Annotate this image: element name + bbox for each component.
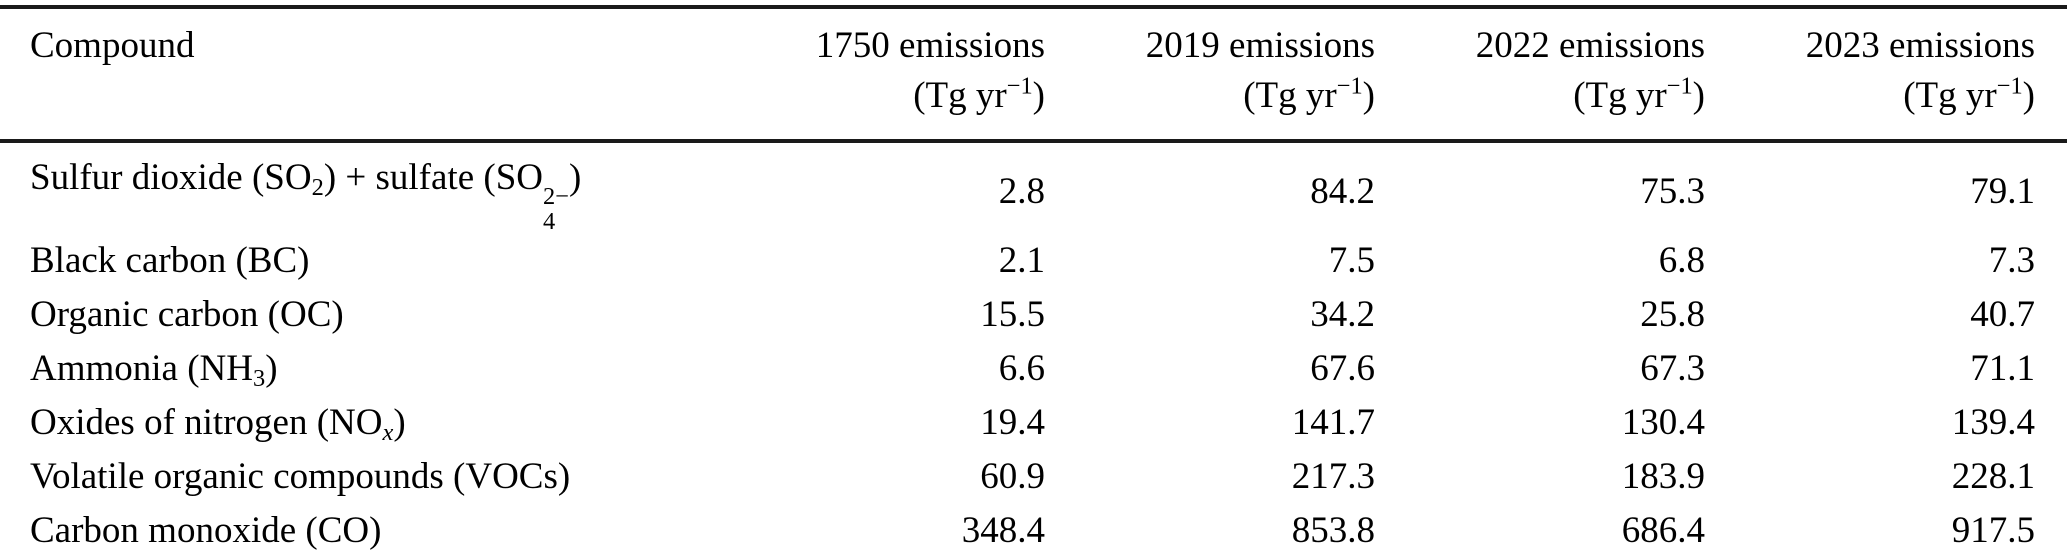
compound-name: Ammonia (NH3) [30,347,278,393]
compound-cell: Carbon monoxide (CO) [0,504,715,556]
compound-name: Organic carbon (OC) [30,293,344,335]
compound-cell: Oxides of nitrogen (NOx) [0,396,715,450]
unit-exponent: −1 [1336,72,1363,100]
value-cell: 348.4 [961,509,1045,551]
table-row: Organic carbon (OC) 15.5 34.2 25.8 40.7 [0,288,2067,342]
value-cell: 71.1 [1970,347,2035,389]
column-unit: (Tg yr−1) [1903,72,2035,116]
value-cell: 853.8 [1291,509,1375,551]
table-body: Sulfur dioxide (SO2) + sulfate (SO 2− 4) 2… [0,141,2067,556]
compound-cell: Volatile organic compounds (VOCs) [0,450,715,504]
emissions-table: Compound 1750 emissions (Tg yr−1) 2019 e… [0,5,2067,556]
value-cell: 67.6 [1310,347,1375,389]
table-row: Oxides of nitrogen (NOx) 19.4 141.7 130.… [0,396,2067,450]
value-cell: 139.4 [1951,401,2035,443]
value-cell: 67.3 [1640,347,1705,389]
value-cell: 79.1 [1970,171,2035,213]
compound-name: Sulfur dioxide (SO2) + sulfate (SO 2− 4) [30,157,582,235]
compound-cell: Organic carbon (OC) [0,288,715,342]
table-row: Volatile organic compounds (VOCs) 60.9 2… [0,450,2067,504]
value-cell: 7.5 [1328,239,1375,281]
value-cell: 75.3 [1640,171,1705,213]
compound-header-label: Compound [30,25,195,66]
column-header-2023-emissions: 2023 emissions (Tg yr−1) [1705,7,2067,141]
chem-subscript: 3 [253,365,266,393]
unit-exponent: −1 [1666,72,1693,100]
compound-name: Volatile organic compounds (VOCs) [30,455,571,497]
unit-exponent: −1 [1006,72,1033,100]
column-header-2019-emissions: 2019 emissions (Tg yr−1) [1045,7,1375,141]
value-cell: 183.9 [1621,455,1705,497]
compound-name: Oxides of nitrogen (NOx) [30,401,406,447]
column-unit: (Tg yr−1) [1573,72,1705,116]
value-cell: 2.1 [998,239,1045,281]
unit-exponent: −1 [1996,72,2023,100]
table-row: Ammonia (NH3) 6.6 67.6 67.3 71.1 [0,342,2067,396]
compound-name: Carbon monoxide (CO) [30,509,382,551]
value-cell: 25.8 [1640,293,1705,335]
table-row: Sulfur dioxide (SO2) + sulfate (SO 2− 4) 2… [0,141,2067,234]
chem-superscript: 2− [543,183,569,211]
column-header-compound: Compound [0,7,715,141]
value-cell: 60.9 [980,455,1045,497]
value-cell: 15.5 [980,293,1045,335]
compound-cell: Sulfur dioxide (SO2) + sulfate (SO 2− 4) [0,141,715,234]
value-cell: 141.7 [1291,401,1375,443]
column-header-1750-emissions: 1750 emissions (Tg yr−1) [715,7,1045,141]
compound-cell: Black carbon (BC) [0,234,715,288]
compound-name: Black carbon (BC) [30,239,310,281]
column-header-2022-emissions: 2022 emissions (Tg yr−1) [1375,7,1705,141]
ion-charge-stack: 2− 4 [543,183,569,235]
value-cell: 7.3 [1988,239,2035,281]
value-cell: 6.8 [1658,239,1705,281]
chem-subscript: 2 [311,174,324,202]
column-title: 2022 emissions [1475,25,1705,66]
value-cell: 917.5 [1951,509,2035,551]
chem-subscript-italic: x [382,419,394,447]
value-cell: 130.4 [1621,401,1705,443]
compound-cell: Ammonia (NH3) [0,342,715,396]
value-cell: 19.4 [980,401,1045,443]
value-cell: 217.3 [1291,455,1375,497]
value-cell: 40.7 [1970,293,2035,335]
column-title: 2023 emissions [1805,25,2035,66]
column-unit: (Tg yr−1) [913,72,1045,116]
table-row: Carbon monoxide (CO) 348.4 853.8 686.4 9… [0,504,2067,556]
column-unit: (Tg yr−1) [1243,72,1375,116]
column-title: 1750 emissions [815,25,1045,66]
table-header: Compound 1750 emissions (Tg yr−1) 2019 e… [0,7,2067,141]
column-title: 2019 emissions [1145,25,1375,66]
value-cell: 686.4 [1621,509,1705,551]
value-cell: 228.1 [1951,455,2035,497]
value-cell: 2.8 [998,171,1045,213]
value-cell: 34.2 [1310,293,1375,335]
table-row: Black carbon (BC) 2.1 7.5 6.8 7.3 [0,234,2067,288]
header-row: Compound 1750 emissions (Tg yr−1) 2019 e… [0,7,2067,141]
value-cell: 84.2 [1310,171,1375,213]
value-cell: 6.6 [998,347,1045,389]
chem-subscript: 4 [543,207,556,235]
